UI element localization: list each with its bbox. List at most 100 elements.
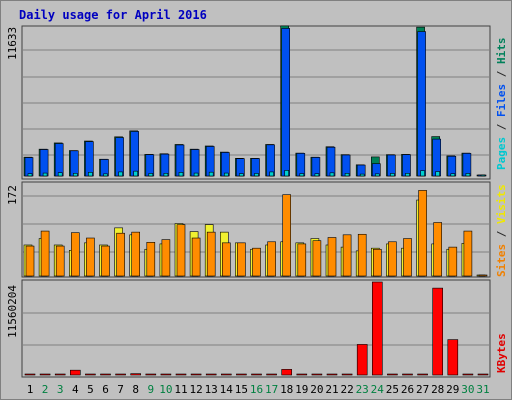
bar-sites-day-10 (161, 239, 171, 277)
day-axis-labels: 1 2 3 4 5 6 7 8 9 10 11 12 13 14 15 16 17 18 19 20 21 22 23 24 2… (27, 383, 490, 396)
bar-files-day-9 (145, 154, 155, 177)
bar-pages-day-16 (254, 173, 259, 177)
bar-kbytes-day-20 (311, 373, 323, 376)
day-label-7: 7 (117, 383, 124, 396)
bar-pages-day-21 (329, 172, 335, 177)
bar-files-day-2 (39, 149, 49, 177)
bar-kbytes-day-12 (190, 373, 202, 376)
bar-sites-day-8 (131, 231, 140, 277)
bar-pages-day-1 (27, 173, 33, 177)
bar-sites-day-17 (267, 241, 276, 277)
bar-kbytes-day-9 (145, 373, 157, 376)
bar-sites-day-16 (252, 247, 261, 277)
day-label-4: 4 (72, 383, 79, 396)
day-label-22: 22 (340, 383, 353, 396)
day-label-9: 9 (147, 383, 154, 396)
bar-pages-day-12 (193, 172, 199, 177)
bar-kbytes-day-17 (266, 373, 277, 376)
bar-sites-day-12 (191, 237, 201, 277)
axis-label-part: KBytes (495, 333, 508, 373)
day-label-28: 28 (431, 383, 444, 396)
day-label-15: 15 (235, 383, 248, 396)
bar-kbytes-day-5 (85, 373, 96, 376)
day-label-10: 10 (159, 383, 172, 396)
day-label-8: 8 (132, 383, 139, 396)
bar-sites-day-9 (146, 242, 156, 277)
bar-sites-day-22 (342, 234, 352, 277)
bar-pages-day-4 (73, 173, 78, 177)
bar-sites-day-18 (282, 194, 292, 277)
day-label-23: 23 (356, 383, 369, 396)
bar-pages-day-20 (314, 173, 320, 177)
day-label-24: 24 (371, 383, 385, 396)
bar-sites-day-15 (237, 242, 246, 277)
bar-pages-day-5 (88, 172, 93, 177)
bar-files-day-11 (175, 144, 185, 177)
kbytes-axis-label: KBytes (495, 333, 508, 373)
axis-label-part: Sites (495, 244, 508, 277)
hits-files-pages-ymax-label: 11633 (6, 27, 19, 60)
bar-sites-day-29 (448, 246, 458, 277)
bar-kbytes-day-3 (54, 373, 66, 376)
bar-files-day-29 (447, 155, 457, 177)
bar-sites-day-30 (463, 230, 473, 277)
bar-sites-day-26 (403, 238, 412, 277)
day-label-17: 17 (265, 383, 278, 396)
bar-files-day-8 (130, 131, 139, 177)
bar-kbytes-day-27 (417, 373, 428, 376)
bar-pages-day-7 (118, 171, 123, 177)
bar-pages-day-13 (208, 171, 214, 177)
bar-kbytes-day-23 (356, 344, 368, 376)
axis-label-part: / (495, 224, 508, 244)
bar-kbytes-day-25 (387, 373, 398, 376)
bar-pages-day-19 (299, 173, 305, 177)
kbytes-panel: 11560204 KBytes (6, 279, 508, 378)
bar-files-day-14 (221, 152, 230, 177)
bar-pages-day-23 (359, 173, 365, 177)
day-label-18: 18 (280, 383, 293, 396)
day-label-11: 11 (174, 383, 187, 396)
bar-pages-day-31 (480, 174, 486, 177)
day-label-21: 21 (325, 383, 338, 396)
bar-pages-day-22 (344, 173, 350, 177)
day-label-14: 14 (220, 383, 234, 396)
bar-pages-day-15 (239, 173, 244, 177)
bar-files-day-26 (402, 154, 411, 177)
day-label-27: 27 (416, 383, 429, 396)
axis-label-part: / (495, 64, 508, 84)
bar-files-day-7 (115, 137, 124, 177)
bar-sites-day-31 (478, 274, 488, 277)
day-label-31: 31 (476, 383, 489, 396)
bar-kbytes-day-10 (160, 373, 172, 376)
bar-kbytes-day-24 (371, 281, 383, 376)
axis-label-part: / (495, 117, 508, 137)
bar-kbytes-day-14 (221, 373, 232, 376)
bar-kbytes-day-6 (100, 373, 111, 376)
bar-files-day-12 (190, 149, 200, 177)
bar-kbytes-day-28 (432, 287, 444, 376)
bar-pages-day-17 (269, 171, 274, 177)
day-label-13: 13 (205, 383, 218, 396)
bar-files-day-20 (311, 157, 321, 177)
kbytes-ymax-label: 11560204 (6, 285, 19, 338)
bar-pages-day-2 (42, 172, 48, 177)
bar-kbytes-day-22 (341, 373, 353, 376)
bar-pages-day-8 (133, 170, 138, 177)
bar-files-day-5 (85, 141, 94, 177)
bar-sites-day-3 (55, 245, 65, 277)
bar-pages-day-11 (178, 172, 184, 177)
bar-sites-day-6 (101, 245, 110, 277)
day-label-3: 3 (57, 383, 64, 396)
visits-sites-ymax-label: 172 (6, 185, 19, 205)
bar-kbytes-day-7 (115, 373, 126, 376)
bar-sites-day-28 (433, 222, 443, 277)
axis-label-part: Pages (495, 137, 508, 170)
bar-kbytes-day-11 (175, 373, 187, 376)
bar-sites-day-7 (116, 232, 125, 277)
bar-kbytes-day-29 (447, 339, 459, 376)
visits-sites-panel: 172 Sites / Visits (6, 181, 508, 278)
bar-kbytes-day-4 (70, 369, 81, 376)
bar-sites-day-11 (176, 224, 186, 277)
bar-files-day-25 (387, 154, 396, 177)
